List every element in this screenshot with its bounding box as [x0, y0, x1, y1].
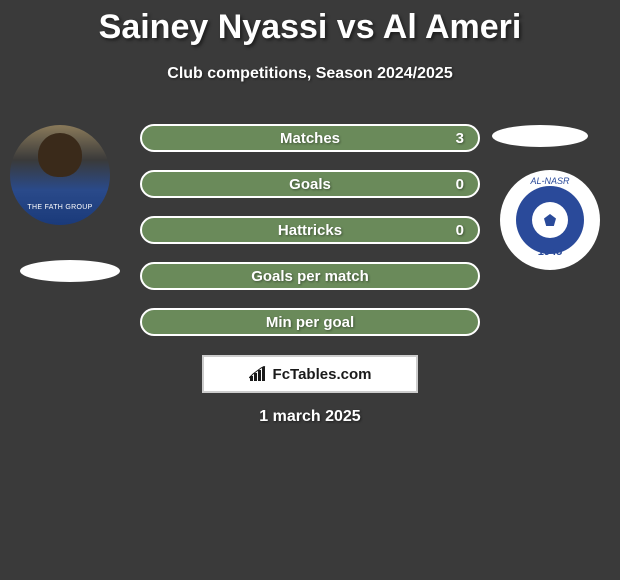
stat-label: Min per goal: [266, 314, 354, 331]
player-avatar: [10, 125, 110, 225]
stat-bar-matches: Matches 3: [140, 124, 480, 152]
bar-chart-icon: [249, 366, 267, 382]
team-badge: AL-NASR 1945: [500, 170, 600, 270]
stat-bar-min-per-goal: Min per goal: [140, 308, 480, 336]
stat-label: Goals: [289, 176, 331, 193]
stat-label: Matches: [280, 130, 340, 147]
team-shadow-ellipse: [492, 125, 588, 147]
stat-bar-hattricks: Hattricks 0: [140, 216, 480, 244]
branding-text: FcTables.com: [273, 366, 372, 383]
stat-label: Goals per match: [251, 268, 369, 285]
badge-year: 1945: [538, 246, 562, 258]
stat-bar-goals: Goals 0: [140, 170, 480, 198]
badge-arc-text: AL-NASR: [530, 176, 569, 186]
stat-value: 0: [456, 176, 464, 193]
season-subtitle: Club competitions, Season 2024/2025: [0, 65, 620, 83]
comparison-title: Sainey Nyassi vs Al Ameri: [0, 0, 620, 47]
badge-inner-circle: [516, 186, 584, 254]
soccer-ball-icon: [532, 202, 568, 238]
player-shadow-ellipse: [20, 260, 120, 282]
stats-container: Matches 3 Goals 0 Hattricks 0 Goals per …: [140, 124, 480, 354]
date-label: 1 march 2025: [0, 408, 620, 426]
stat-label: Hattricks: [278, 222, 342, 239]
stat-value: 3: [456, 130, 464, 147]
stat-value: 0: [456, 222, 464, 239]
branding-box: FcTables.com: [202, 355, 418, 393]
stat-bar-goals-per-match: Goals per match: [140, 262, 480, 290]
